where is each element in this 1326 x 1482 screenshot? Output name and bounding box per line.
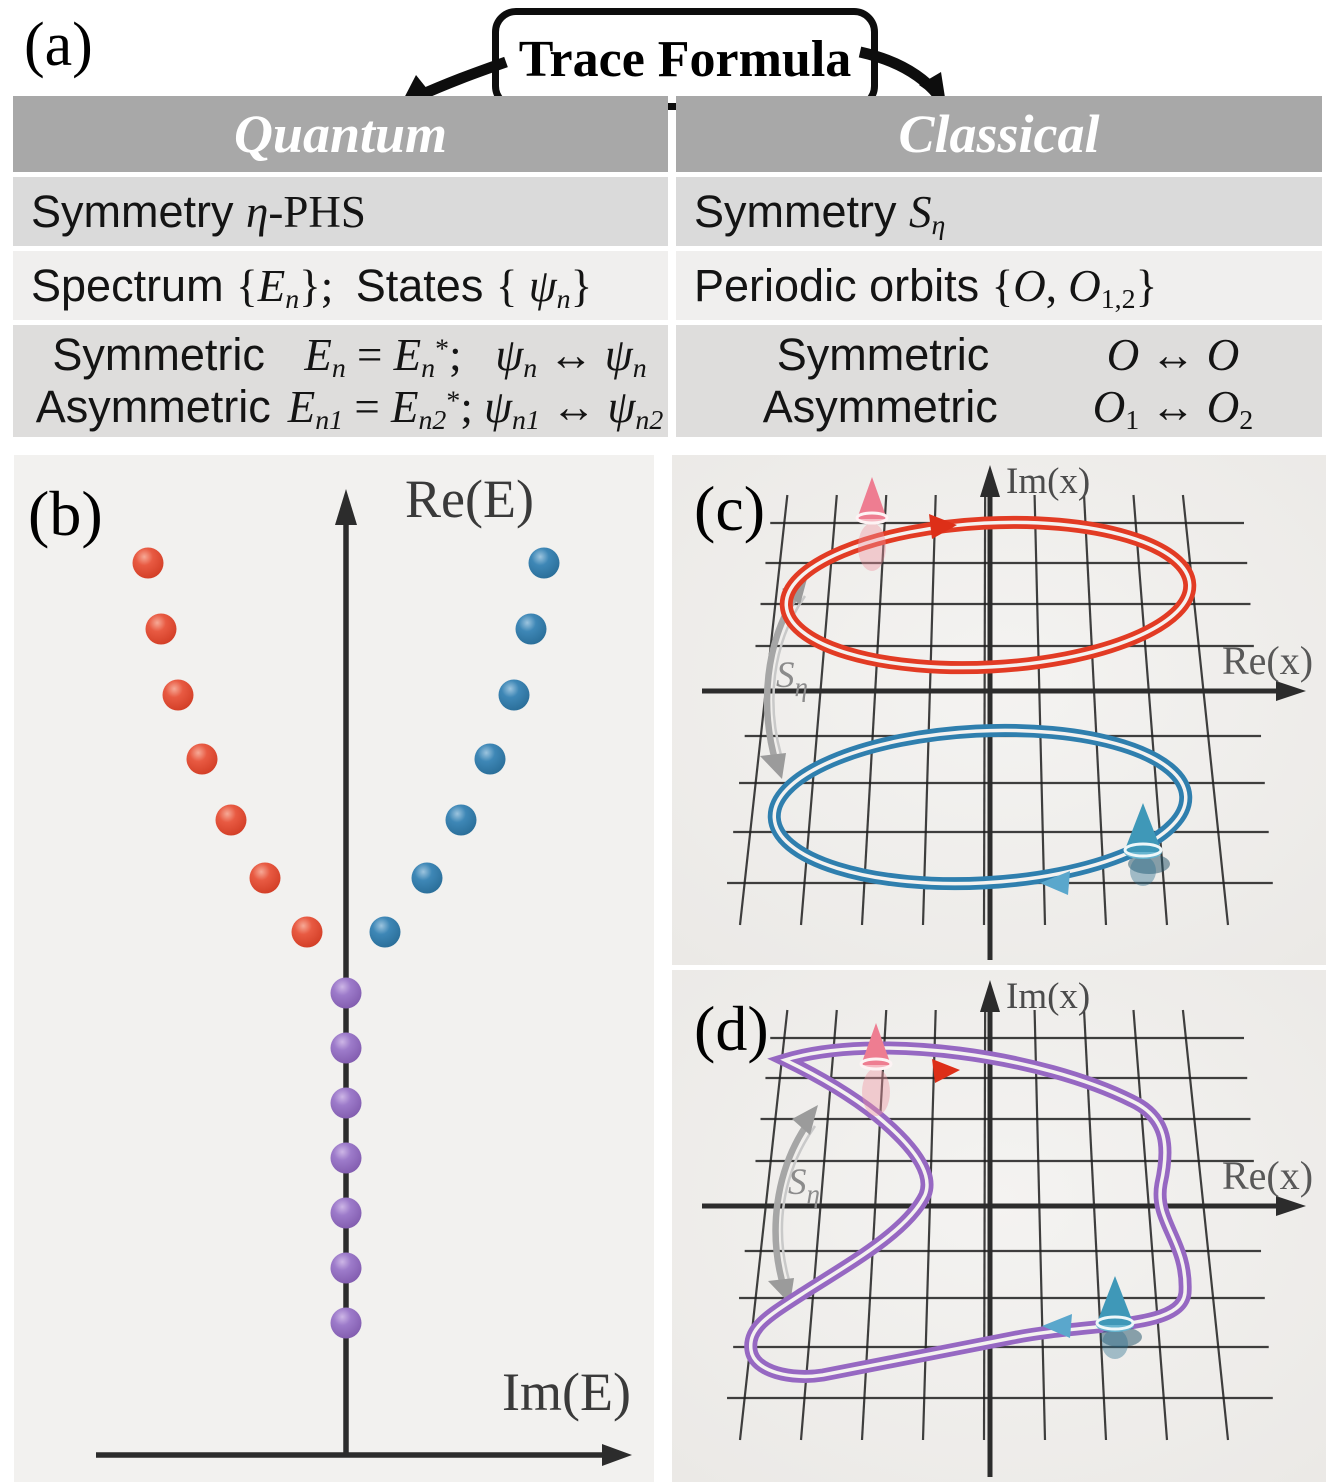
- symmetry-arrow-d-top-head-icon: [792, 1105, 818, 1135]
- re-x-label: Re(x): [1222, 638, 1313, 683]
- red-orbit-direction-arrow-icon: [929, 514, 957, 539]
- grid-vertical-line: [1033, 1009, 1047, 1441]
- red-orbit: [779, 515, 1197, 675]
- grid-vertical-line: [1082, 494, 1108, 926]
- quantum-header: Quantum: [13, 96, 668, 172]
- classical-orbits-row: Periodic orbits {O, O1,2}: [676, 251, 1322, 320]
- blue-spin-cone-icon: [1123, 803, 1170, 886]
- grid-vertical-line: [982, 494, 987, 926]
- symmetry-operator-label-d: Sη: [788, 1162, 820, 1209]
- blue-branch-dot: [411, 862, 443, 894]
- quantum-table: Quantum Symmetry η-PHS Spectrum {En}; St…: [13, 96, 668, 437]
- purple-axis-dot: [330, 1307, 362, 1339]
- classical-symmetry-row: Symmetry Sη: [676, 177, 1322, 246]
- re-axis-arrow-icon: [335, 489, 357, 525]
- blue-orbit-direction-arrow-icon: [1040, 871, 1070, 895]
- grid-vertical-line: [982, 1009, 987, 1441]
- panel-d-label: (d): [694, 993, 769, 1064]
- panel-b-label: (b): [28, 478, 103, 549]
- panel-c-symmetric-orbits: Im(x) Re(x) Sη: [672, 455, 1326, 965]
- grid-vertical-line: [921, 1009, 937, 1441]
- im-x-label: Im(x): [1006, 461, 1090, 502]
- red-branch-dot: [162, 679, 194, 711]
- quantum-spectrum-row: Spectrum {En}; States { ψn}: [13, 251, 668, 320]
- re-x-axis-d-arrow-icon: [1276, 1196, 1306, 1216]
- symmetry-arrow-d-strand: [780, 1125, 817, 1281]
- grid-vertical-line: [738, 1009, 789, 1441]
- grid-vertical-line: [1181, 494, 1230, 926]
- classical-table: Classical Symmetry Sη Periodic orbits {O…: [676, 96, 1322, 437]
- purple-axis-dot: [330, 977, 362, 1009]
- blue-branch-dot: [474, 743, 506, 775]
- symmetry-arrow-d: [772, 1118, 813, 1289]
- panel-b-background: [14, 455, 654, 1482]
- eigenvalue-dots: [132, 547, 560, 1339]
- quantum-symmetry-row: Symmetry η-PHS: [13, 177, 668, 246]
- grid-vertical-line: [1181, 1009, 1230, 1441]
- blue-branch-dot: [369, 916, 401, 948]
- blue-spin-cone-d-icon: [1095, 1276, 1142, 1359]
- classical-symmetric-row: Symmetric O ↔ O Asymmetric O1 ↔ O2: [676, 325, 1322, 437]
- panel-d-asymmetric-orbit: Im(x) Re(x) Sη (d): [672, 970, 1326, 1482]
- red-branch-dot: [145, 613, 177, 645]
- re-x-label-d: Re(x): [1222, 1153, 1313, 1198]
- purple-orbit-blue-arrow-icon: [1042, 1314, 1072, 1338]
- blue-branch-dot: [498, 679, 530, 711]
- purple-axis-dot: [330, 1087, 362, 1119]
- im-x-axis-arrow-icon: [980, 465, 1000, 497]
- purple-axis-dot: [330, 1032, 362, 1064]
- panel-c-label: (c): [694, 473, 765, 544]
- red-branch-dot: [249, 862, 281, 894]
- grid-vertical-line: [1132, 1009, 1169, 1441]
- purple-axis-dot: [330, 1142, 362, 1174]
- red-spin-cone-icon: [855, 477, 889, 571]
- trace-formula-box: Trace Formula: [492, 8, 878, 110]
- blue-branch-dot: [445, 804, 477, 836]
- purple-orbit: [744, 1041, 1192, 1383]
- symmetry-arrow-bottom-head-icon: [760, 753, 786, 779]
- im-axis-label: Im(E): [502, 1362, 631, 1422]
- panel-d-background: [672, 970, 1326, 1482]
- symmetry-operator-label: Sη: [776, 655, 808, 702]
- trace-formula-title: Trace Formula: [518, 30, 852, 88]
- classical-header: Classical: [676, 96, 1322, 172]
- purple-axis-dot: [330, 1252, 362, 1284]
- quantum-symmetric-row: Symmetric En = En*; ψn ↔ ψn Asymmetric En1…: [13, 325, 668, 437]
- purple-axis-dot: [330, 1197, 362, 1229]
- purple-orbit-red-arrow-icon: [932, 1059, 960, 1083]
- red-branch-dot: [215, 804, 247, 836]
- red-branch-dot: [132, 547, 164, 579]
- im-x-axis-d-arrow-icon: [980, 980, 1000, 1012]
- panel-a-label: (a): [24, 11, 93, 79]
- re-x-axis-arrow-icon: [1276, 681, 1306, 701]
- blue-orbit: [767, 723, 1193, 891]
- red-branch-dot: [186, 743, 218, 775]
- panel-b-spectrum-plot: (b) Re(E) Im(E): [14, 455, 654, 1482]
- grid-vertical-line: [738, 494, 789, 926]
- grid-vertical-line: [921, 494, 937, 926]
- blue-branch-dot: [515, 613, 547, 645]
- blue-branch-dot: [528, 547, 560, 579]
- grid-vertical-line: [860, 494, 888, 926]
- re-axis-label: Re(E): [405, 469, 534, 529]
- im-axis-arrow-icon: [602, 1444, 632, 1466]
- red-branch-dot: [291, 916, 323, 948]
- grid-vertical-line: [1033, 494, 1047, 926]
- im-x-label-d: Im(x): [1006, 976, 1090, 1017]
- red-spin-cone-d-icon: [859, 1023, 893, 1116]
